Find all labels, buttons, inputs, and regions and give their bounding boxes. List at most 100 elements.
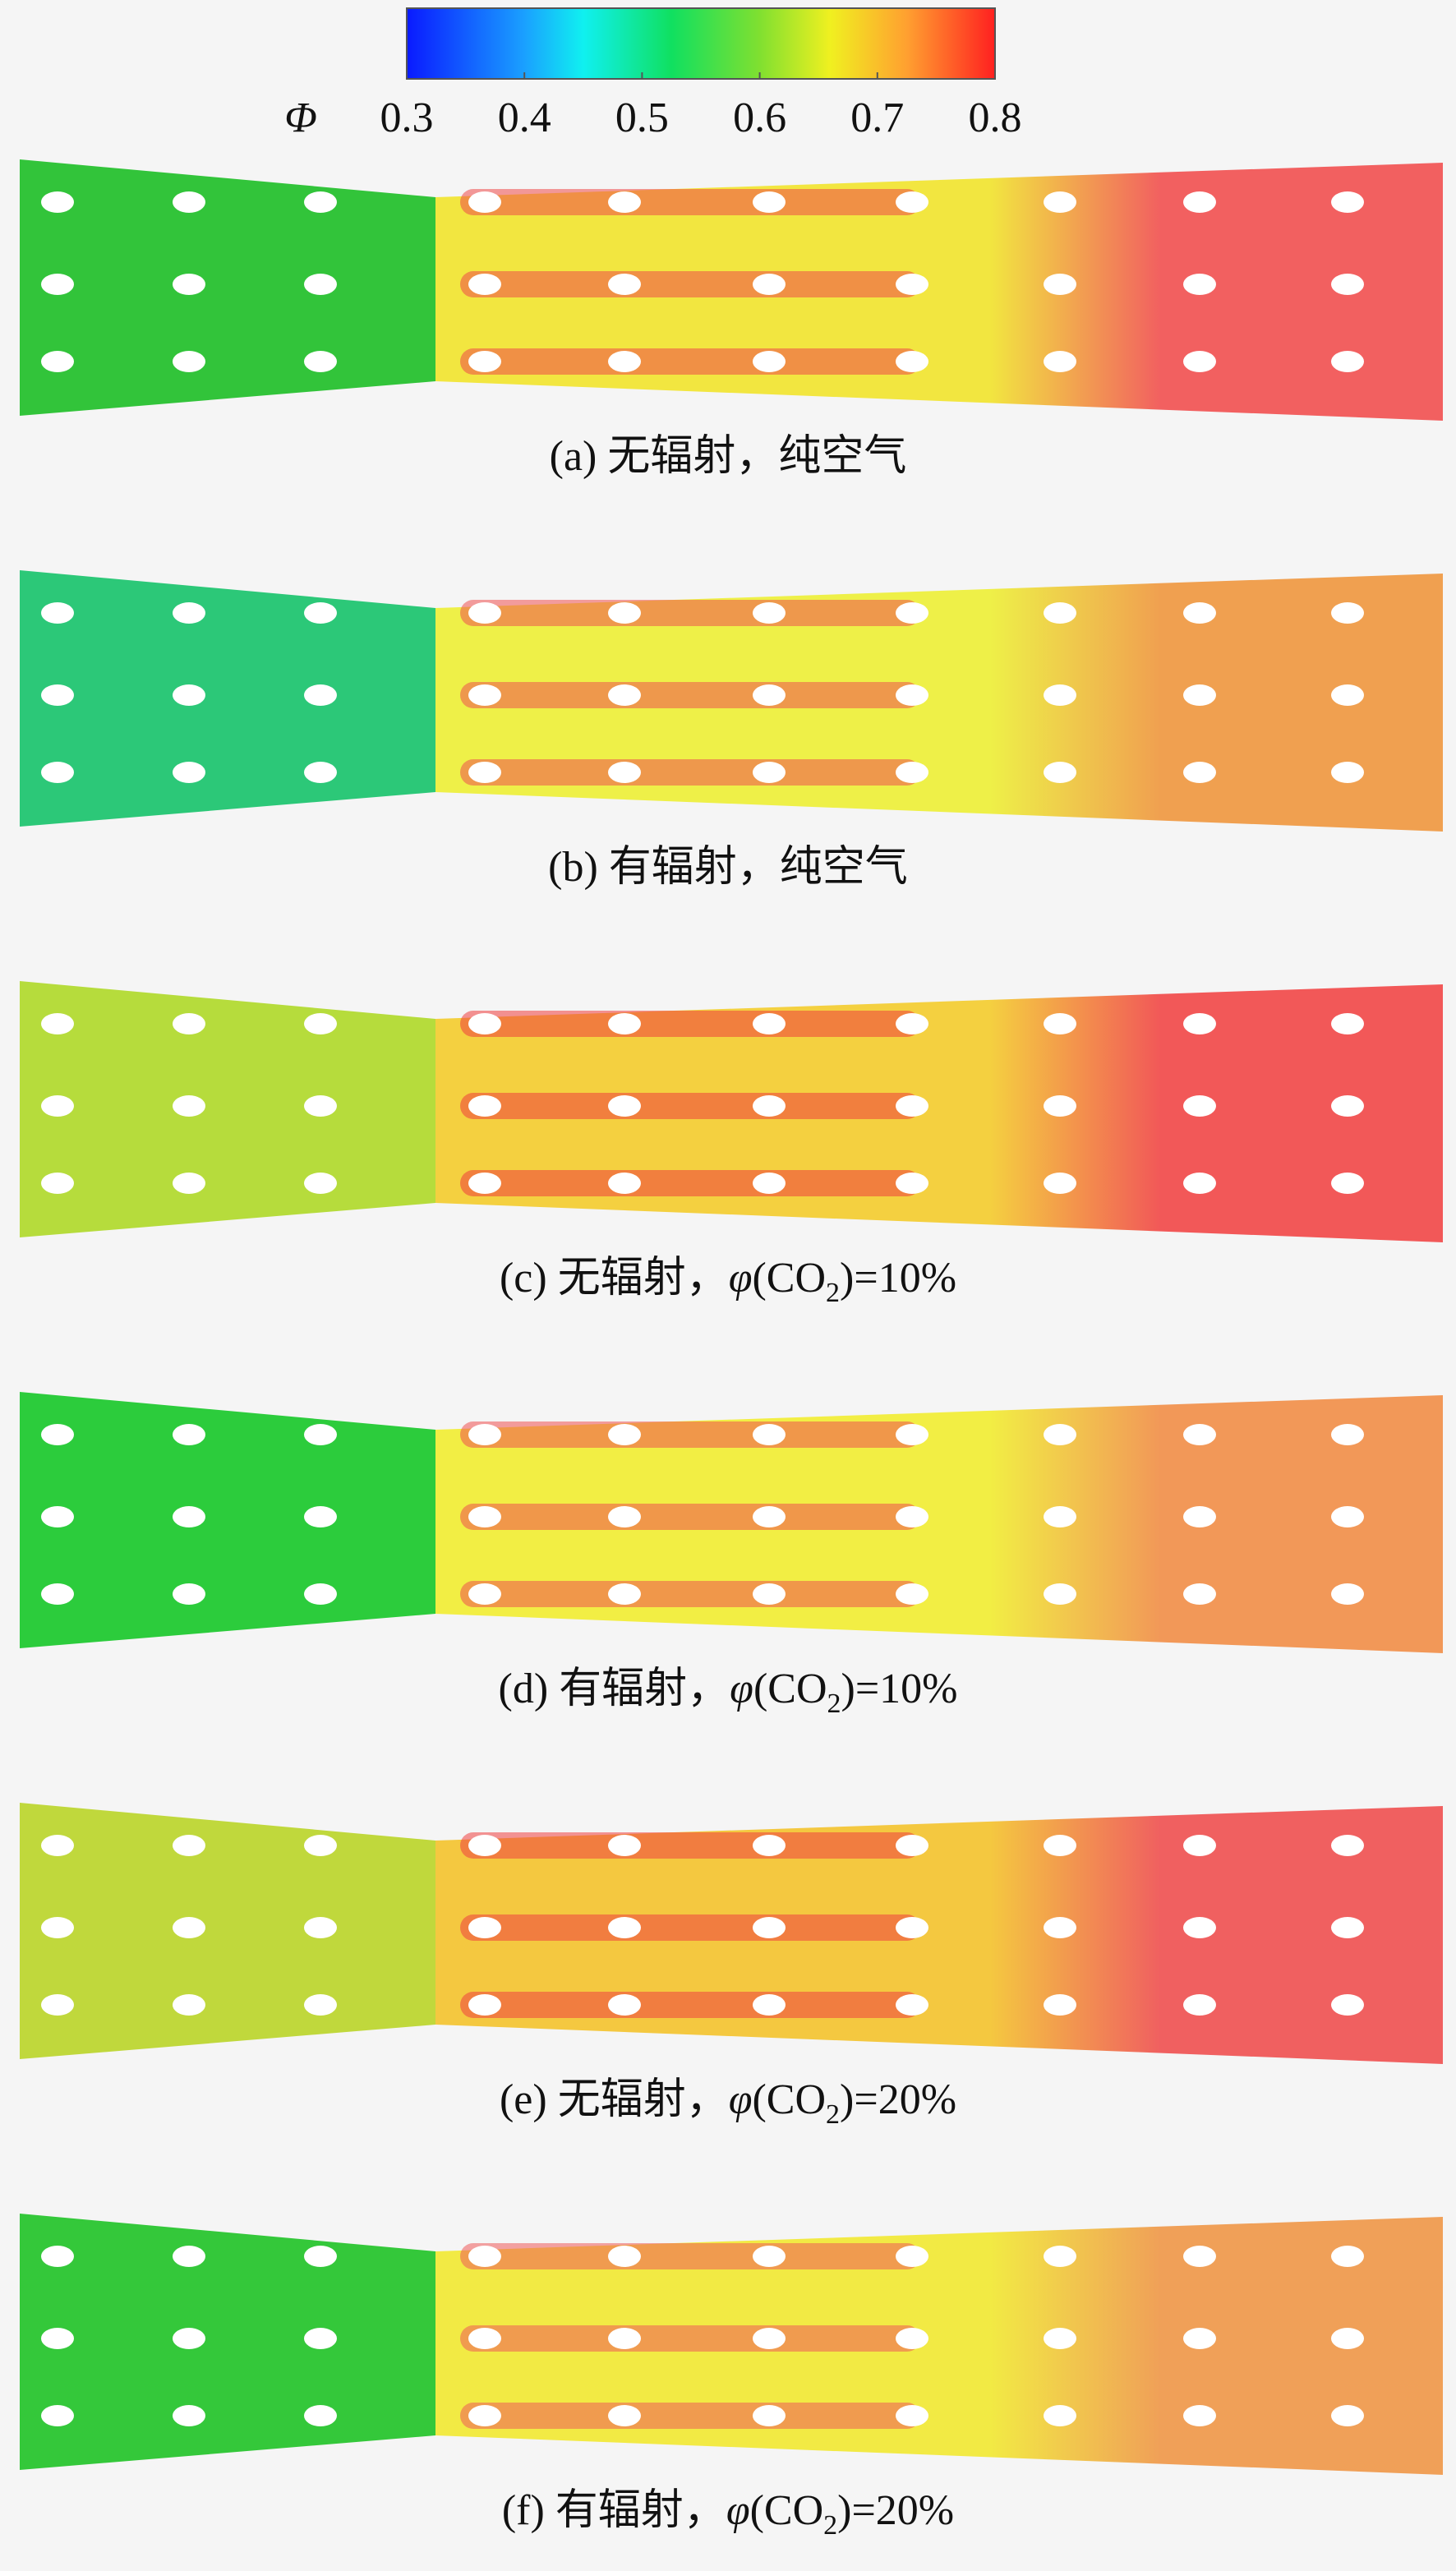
hole [304,1173,337,1194]
hole [608,2405,641,2426]
hole [896,191,928,213]
hole [896,2328,928,2349]
hole [896,602,928,624]
hole [608,1835,641,1856]
hole [41,2328,74,2349]
hole [304,1424,337,1445]
hot-streak [460,1832,920,1859]
hole [1044,191,1076,213]
hole [304,1835,337,1856]
hole [753,684,786,706]
hole [41,1506,74,1527]
hole [1044,1994,1076,2016]
hole [896,1506,928,1527]
hole [1331,684,1364,706]
hole [41,1424,74,1445]
hole [753,2328,786,2349]
colorbar-tick-label: 0.5 [615,94,669,141]
colorbar-tick-label: 0.4 [498,94,551,141]
hole [468,1917,501,1938]
hot-streak [460,271,920,297]
hole [1183,274,1216,295]
hole [468,1095,501,1117]
hole [1183,1506,1216,1527]
hole [41,762,74,783]
hole [468,684,501,706]
hole [41,1994,74,2016]
hole [304,1095,337,1117]
hole [173,1994,205,2016]
hole [608,351,641,372]
hole [1183,1583,1216,1605]
hole [896,1583,928,1605]
hole [896,2405,928,2426]
hole [608,1095,641,1117]
hole [608,1506,641,1527]
caption-formula: )=20% [837,2487,954,2534]
hole [304,1506,337,1527]
hole [753,1424,786,1445]
hole [1183,2246,1216,2267]
panel-caption: (b) 有辐射，纯空气 [548,844,908,891]
hole [173,602,205,624]
hole [896,762,928,783]
hole [41,1013,74,1034]
hole [41,2246,74,2267]
hole [1183,2405,1216,2426]
hole [753,762,786,783]
hole [41,1583,74,1605]
hole [1044,1835,1076,1856]
hole [173,684,205,706]
hole [1044,351,1076,372]
hole [896,1424,928,1445]
hole [173,1506,205,1527]
hole [608,1583,641,1605]
hole [1331,2405,1364,2426]
hole [1183,351,1216,372]
caption-symbol: φ [726,2487,750,2534]
hole [1044,1917,1076,1938]
caption-label: (f) 有辐射， [502,2487,726,2534]
hole [1044,1173,1076,1194]
hole [608,1917,641,1938]
hole [41,1917,74,1938]
hole [304,2405,337,2426]
hole [896,1173,928,1194]
hole [1331,1583,1364,1605]
hole [753,1583,786,1605]
caption-subscript: 2 [823,2510,837,2541]
hole [304,1583,337,1605]
hole [468,1013,501,1034]
hole [304,1013,337,1034]
hot-streak [460,348,920,375]
hole [608,2328,641,2349]
hole [1044,762,1076,783]
caption-formula: )=10% [841,1666,958,1712]
hole [1331,1506,1364,1527]
hole [1044,2405,1076,2426]
colorbar-tick-label: 0.7 [850,94,904,141]
hole [753,1917,786,1938]
hole [753,1095,786,1117]
hole [304,191,337,213]
panel-caption: (f) 有辐射，φ(CO2)=20% [502,2487,954,2541]
hole [41,351,74,372]
hole [1044,1583,1076,1605]
hole [753,2246,786,2267]
hot-streak [460,1093,920,1119]
hole [173,2405,205,2426]
hole [608,1994,641,2016]
hole [896,1013,928,1034]
hole [608,274,641,295]
panel: (f) 有辐射，φ(CO2)=20% [20,2214,1443,2541]
hot-streak [460,1914,920,1941]
caption-formula: )=20% [840,2076,956,2123]
hole [753,1506,786,1527]
hole [1183,1173,1216,1194]
hole [608,2246,641,2267]
caption-label: (b) 有辐射，纯空气 [548,844,908,891]
hole [1183,602,1216,624]
panel: (e) 无辐射，φ(CO2)=20% [20,1803,1443,2130]
hole [1044,1095,1076,1117]
hole [753,274,786,295]
